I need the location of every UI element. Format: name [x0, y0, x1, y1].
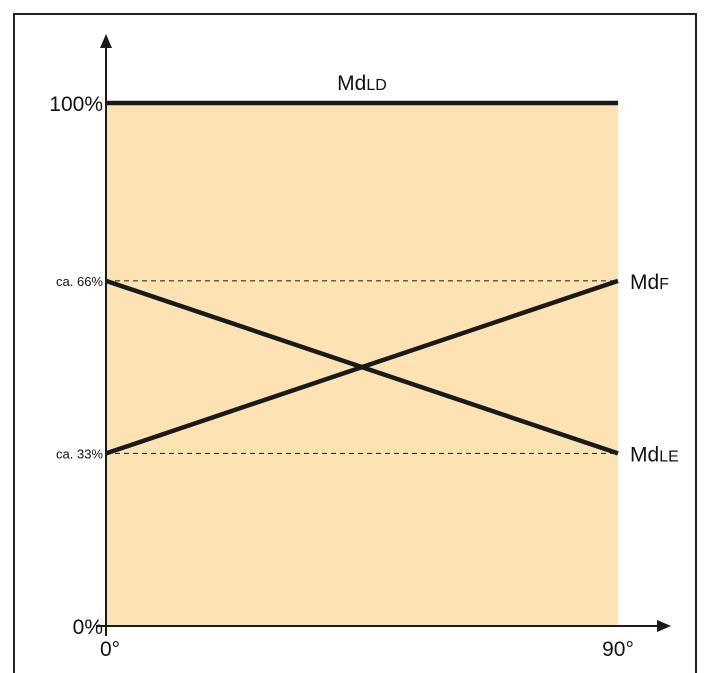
y-tick-label: 100%	[49, 93, 103, 116]
y-tick-label: 0%	[73, 616, 103, 639]
series-label-mdld: MdLD	[337, 72, 387, 95]
figure-frame	[13, 13, 697, 673]
y-tick-label: ca. 66%	[56, 274, 103, 289]
series-line-mdle	[105, 278, 619, 456]
y-tick-label: ca. 33%	[56, 446, 103, 461]
series-label-mdle: MdLE	[630, 443, 679, 466]
x-tick-label: 90°	[602, 638, 634, 661]
x-axis-arrow	[657, 620, 671, 632]
shaded-area	[106, 103, 618, 626]
series-label-mdf: MdF	[630, 271, 669, 294]
x-tick-label: 0°	[100, 638, 120, 661]
y-axis-arrow	[100, 34, 112, 48]
